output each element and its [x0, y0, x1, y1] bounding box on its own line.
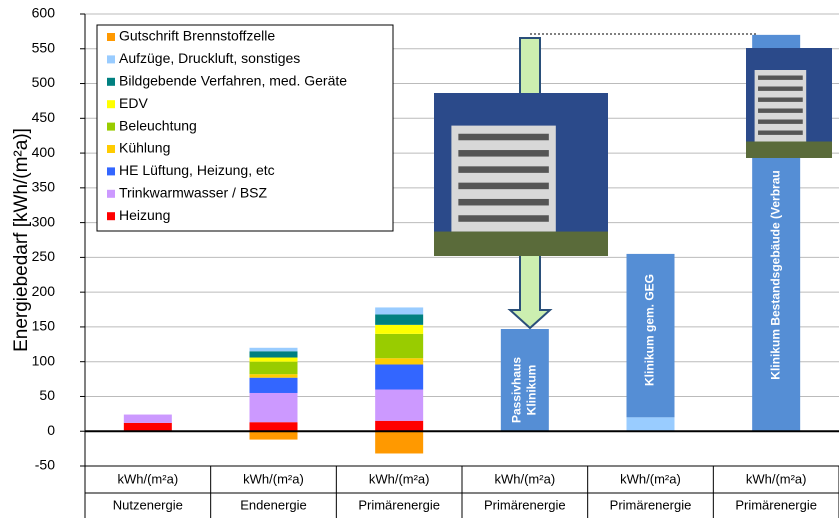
x-tick-label: Primärenergie	[610, 497, 692, 512]
x-unit-label: kWh/(m²a)	[243, 471, 304, 486]
bar-segment	[375, 364, 424, 390]
legend-label: Aufzüge, Druckluft, sonstiges	[119, 50, 300, 66]
legend-label: HE Lüftung, Heizung, etc	[119, 162, 275, 178]
y-tick-label: 550	[32, 39, 56, 55]
bar-segment	[375, 314, 424, 325]
x-tick-label: Primärenergie	[484, 497, 566, 512]
y-tick-label: 400	[32, 144, 56, 160]
bar-segment	[375, 333, 424, 359]
legend-swatch	[107, 122, 115, 131]
bar-segment	[375, 358, 424, 365]
y-tick-label: 150	[32, 318, 56, 334]
bar-segment	[249, 431, 298, 440]
bar-segment	[500, 329, 549, 432]
y-tick-label: 450	[32, 109, 56, 125]
photo-windows	[458, 166, 549, 173]
x-unit-label: kWh/(m²a)	[117, 471, 178, 486]
bar-segment	[626, 253, 675, 418]
y-tick-label: 100	[32, 352, 56, 368]
bar-segment	[249, 422, 298, 432]
photo-building	[451, 125, 556, 232]
y-tick-label: 350	[32, 179, 56, 195]
bar-segment	[375, 420, 424, 432]
x-tick-label: Primärenergie	[358, 497, 440, 512]
bar-segment	[375, 307, 424, 315]
x-unit-label: kWh/(m²a)	[369, 471, 430, 486]
legend-label: Beleuchtung	[119, 117, 197, 133]
x-unit-label: kWh/(m²a)	[494, 471, 555, 486]
legend-label: EDV	[119, 95, 148, 111]
x-unit-label: kWh/(m²a)	[746, 471, 807, 486]
bar-label: Klinikum Bestandsgebäude (Verbrau	[768, 170, 782, 379]
photo-windows	[758, 130, 803, 135]
legend-swatch	[107, 33, 115, 41]
photo-windows	[758, 75, 803, 80]
bar-segment	[375, 389, 424, 421]
legend-label: Kühlung	[119, 140, 170, 156]
legend-label: Bildgebende Verfahren, med. Geräte	[119, 73, 347, 89]
x-tick-label: Primärenergie	[735, 497, 817, 512]
photo-windows	[458, 133, 549, 141]
bar-segment	[249, 357, 298, 362]
legend-swatch	[107, 77, 115, 86]
bar-segment	[249, 392, 298, 423]
photo-windows	[758, 108, 803, 113]
y-tick-label: 200	[32, 283, 56, 299]
legend-label: Gutschrift Brennstoffzelle	[119, 28, 275, 44]
bar-segment	[249, 361, 298, 375]
photo-windows	[758, 86, 803, 91]
bar-segment	[375, 324, 424, 334]
legend-swatch	[107, 167, 115, 176]
legend-box	[96, 24, 394, 232]
y-tick-label: 300	[32, 213, 56, 229]
x-tick-label: Nutzenergie	[113, 497, 183, 512]
y-axis-label: Energiebedarf [kWh/(m²a)]	[11, 128, 32, 352]
x-unit-label: kWh/(m²a)	[620, 471, 681, 486]
bar-segment	[249, 347, 298, 352]
photo-windows	[458, 150, 549, 157]
y-tick-label: -50	[35, 457, 55, 473]
y-tick-label: 250	[32, 248, 56, 264]
bar-segment	[249, 351, 298, 358]
photo-windows	[458, 198, 549, 206]
bar-segment	[123, 422, 172, 432]
bar-segment	[626, 417, 675, 432]
bar-segment	[123, 414, 172, 423]
legend-swatch	[107, 189, 115, 198]
x-tick-label: Endenergie	[240, 497, 307, 512]
photo-ground	[434, 231, 608, 256]
photo-windows	[458, 182, 549, 190]
bar-segment	[375, 431, 424, 454]
photo-windows	[458, 215, 549, 222]
bar-label: Passivhaus	[510, 357, 524, 423]
legend-swatch	[107, 55, 115, 64]
bar-label: Klinikum	[525, 365, 539, 416]
photo-building	[754, 70, 807, 142]
legend-label: Trinkwarmwasser / BSZ	[119, 185, 268, 201]
legend: Gutschrift Brennstoffzelle Aufzüge, Druck…	[96, 24, 394, 232]
y-tick-label: 0	[47, 422, 55, 438]
legend-swatch	[107, 100, 115, 109]
legend-label: Heizung	[119, 207, 170, 223]
bar-segment	[249, 377, 298, 393]
y-tick-label: 600	[32, 5, 56, 21]
photo-ground	[746, 141, 832, 158]
legend-swatch	[107, 212, 115, 221]
photo-windows	[758, 97, 803, 102]
y-tick-label: 50	[39, 387, 55, 403]
bar-label: Klinikum gem. GEG	[643, 274, 657, 386]
bar-segment	[249, 374, 298, 378]
legend-swatch	[107, 145, 115, 153]
y-tick-label: 500	[32, 74, 56, 90]
photo-windows	[758, 119, 803, 124]
